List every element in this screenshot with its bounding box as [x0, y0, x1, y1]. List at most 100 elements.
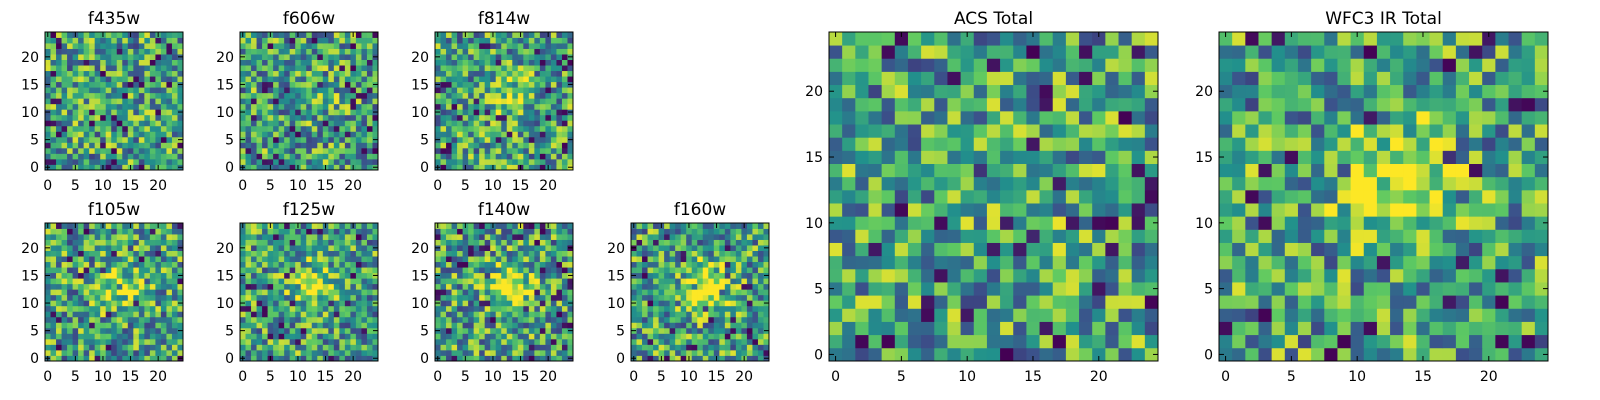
heatmap-cell [440, 48, 447, 55]
heatmap-cell [934, 282, 948, 296]
heatmap-cell [50, 158, 57, 165]
heatmap-cell [468, 234, 475, 240]
heatmap-cell [61, 234, 68, 240]
heatmap-cell [256, 164, 263, 171]
heatmap-cell [473, 109, 480, 116]
heatmap-cell [545, 289, 552, 296]
heatmap-cell [686, 256, 693, 263]
heatmap-cell [138, 43, 145, 49]
heatmap-cell [240, 333, 246, 340]
heatmap-cell [339, 300, 346, 307]
heatmap-cell [495, 92, 502, 99]
heatmap-cell [144, 344, 151, 351]
heatmap-cell [328, 300, 335, 307]
heatmap-cell [100, 234, 107, 240]
heatmap-cell [267, 327, 274, 334]
heatmap-cell [361, 250, 368, 257]
heatmap-cell [328, 355, 335, 362]
heatmap-cell [495, 261, 502, 268]
heatmap-cell [440, 267, 447, 274]
heatmap-cell [138, 355, 145, 362]
heatmap-cell [311, 305, 318, 312]
heatmap-cell [160, 305, 167, 312]
heatmap-cell [100, 267, 107, 274]
heatmap-cell [278, 261, 285, 268]
heatmap-cell [300, 153, 307, 160]
heatmap-cell [457, 153, 463, 160]
heatmap-cell [763, 294, 770, 301]
heatmap-cell [435, 349, 441, 356]
heatmap-cell [160, 164, 167, 171]
heatmap-cell [545, 76, 552, 83]
heatmap-cell [451, 114, 458, 121]
heatmap-cell [1144, 268, 1159, 283]
heatmap-cell [344, 136, 351, 143]
heatmap-cell [842, 255, 856, 270]
heatmap-cell [177, 98, 184, 105]
heatmap-cell [333, 338, 340, 345]
heatmap-cell [284, 158, 291, 165]
heatmap-cell [440, 76, 447, 83]
heatmap-cell [83, 344, 90, 351]
heatmap-cell [322, 267, 329, 274]
heatmap-cell [344, 81, 351, 88]
heatmap-cell [278, 147, 285, 154]
heatmap-cell [973, 321, 988, 336]
heatmap-cell [56, 327, 62, 334]
heatmap-cell [539, 153, 546, 160]
heatmap-cell [523, 283, 530, 290]
heatmap-cell [339, 322, 346, 329]
x-tick-label: 5 [71, 369, 80, 385]
heatmap-cell [144, 294, 151, 301]
heatmap-cell [273, 103, 280, 110]
heatmap-cell [67, 245, 73, 251]
heatmap-cell [567, 59, 574, 66]
heatmap-cell [262, 125, 268, 132]
heatmap-cell [56, 109, 62, 116]
heatmap-cell [45, 125, 51, 132]
heatmap-cell [361, 289, 368, 296]
heatmap-cell [105, 228, 112, 235]
heatmap-cell [245, 344, 252, 351]
heatmap-cell [72, 322, 79, 329]
heatmap-cell [149, 311, 156, 318]
heatmap-cell [545, 327, 552, 334]
heatmap-cell [278, 164, 285, 171]
heatmap-cell [372, 92, 379, 99]
heatmap-cell [642, 278, 648, 285]
heatmap-cell [366, 109, 373, 116]
heatmap-cell [1026, 163, 1040, 178]
heatmap-cell [490, 43, 497, 49]
heatmap-cell [446, 103, 452, 110]
heatmap-cell [446, 228, 452, 235]
heatmap-cell [457, 333, 463, 340]
heatmap-cell [138, 48, 145, 55]
heatmap-cell [278, 234, 285, 240]
heatmap-cell [339, 327, 346, 334]
heatmap-cell [133, 239, 140, 246]
heatmap-cell [512, 54, 519, 60]
heatmap-cell [240, 267, 246, 274]
heatmap-cell [501, 289, 508, 296]
heatmap-cell [350, 153, 357, 160]
heatmap-cell [713, 316, 720, 323]
heatmap-cell [89, 54, 96, 60]
heatmap-cell [894, 150, 909, 164]
heatmap-cell [713, 256, 720, 263]
heatmap-cell [730, 322, 737, 329]
heatmap-cell [1039, 242, 1054, 257]
heatmap-cell [144, 131, 151, 138]
heatmap-cell [506, 223, 513, 229]
heatmap-cell [317, 228, 324, 235]
heatmap-cell [166, 267, 173, 274]
heatmap-cell [245, 98, 252, 105]
heatmap-cell [89, 267, 96, 274]
heatmap-cell [724, 250, 731, 257]
heatmap-cell [100, 278, 107, 285]
heatmap-cell [947, 229, 961, 243]
heatmap-cell [300, 234, 307, 240]
heatmap-cell [361, 338, 368, 345]
heatmap-cell [512, 311, 519, 318]
heatmap-cell [451, 153, 458, 160]
heatmap-cell [262, 70, 268, 77]
